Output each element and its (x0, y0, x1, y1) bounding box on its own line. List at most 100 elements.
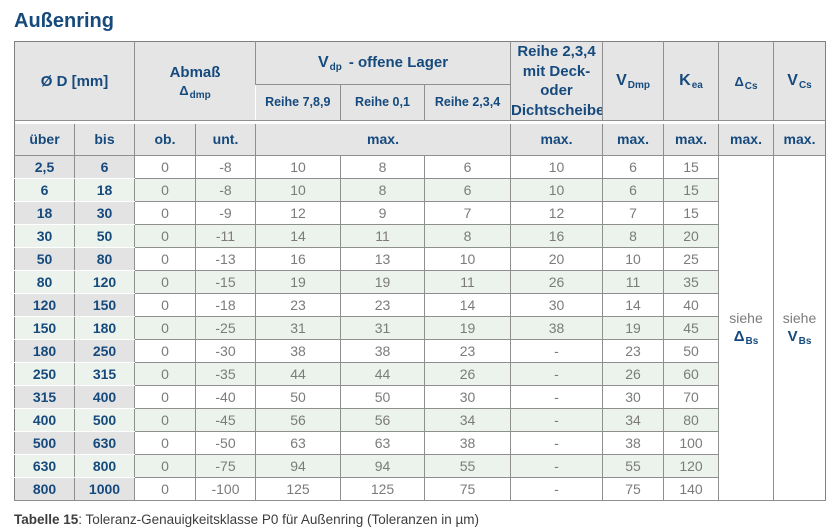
cell-reihe01: 94 (340, 454, 425, 478)
table-row: 400 500 0 -45 56 56 34-34 80 (14, 408, 826, 432)
cell-kea: 60 (663, 362, 719, 386)
cell-kea: 15 (663, 201, 719, 225)
table-row: 50 80 0 -13 16 13 10 20 10 25 (14, 247, 826, 271)
cell-bis: 630 (74, 431, 135, 455)
cell-reihe01: 8 (340, 178, 425, 202)
table-row: 800 1000 0 -100 125 125 75-75 140 (14, 477, 826, 501)
vdp-symbol: V (317, 53, 329, 71)
cell-ueber: 180 (14, 339, 75, 363)
cell-reihe789: 56 (255, 408, 341, 432)
cell-ob: 0 (134, 316, 196, 340)
cell-deck: 30 (510, 293, 603, 317)
cell-ueber: 18 (14, 201, 75, 225)
cell-siehe-v-bs: siehe VBs (773, 155, 826, 501)
cell-ob: 0 (134, 385, 196, 409)
cell-deck: - (510, 408, 603, 432)
cell-ueber: 250 (14, 362, 75, 386)
cell-unt: -9 (195, 201, 256, 225)
cell-reihe789: 94 (255, 454, 341, 478)
cell-ueber: 315 (14, 385, 75, 409)
cell-vdmp: 8 (602, 224, 664, 248)
cell-bis: 150 (74, 293, 135, 317)
cell-unt: -35 (195, 362, 256, 386)
header-separator (14, 120, 826, 124)
column-header-diameter: Ø D [mm] (14, 41, 135, 121)
cell-reihe234: 6 (423, 178, 511, 202)
column-header-ob: ob. (134, 124, 196, 156)
column-header-reihe234: Reihe 2,3,4 (423, 84, 511, 122)
cell-vdmp: 30 (602, 385, 664, 409)
column-header-delta-cs: ΔCs (718, 41, 774, 121)
cell-vdmp: 6 (602, 155, 664, 179)
cell-reihe234: 26 (423, 362, 511, 386)
cell-siehe-delta-bs: siehe ΔBs (718, 155, 774, 501)
cell-vdmp: 26 (602, 362, 664, 386)
caption-text: : Toleranz-Genauigkeitsklasse P0 für Auß… (78, 511, 480, 527)
cell-unt: -25 (195, 316, 256, 340)
cell-reihe01: 31 (340, 316, 425, 340)
cell-reihe789: 44 (255, 362, 341, 386)
cell-bis: 400 (74, 385, 135, 409)
cell-bis: 800 (74, 454, 135, 478)
cell-reihe01: 38 (340, 339, 425, 363)
cell-vdmp: 34 (602, 408, 664, 432)
cell-reihe789: 125 (255, 477, 341, 501)
column-header-max-vdp: max. (254, 124, 511, 156)
cell-vdmp: 11 (602, 270, 664, 294)
cell-reihe01: 13 (340, 247, 425, 271)
cell-unt: -8 (195, 155, 256, 179)
cell-reihe789: 10 (255, 178, 341, 202)
cell-kea: 15 (663, 155, 719, 179)
cell-bis: 1000 (74, 477, 135, 501)
table-row: 180 250 0 -30 38 38 23-23 50 (14, 339, 826, 363)
cell-reihe01: 19 (340, 270, 425, 294)
cell-bis: 50 (74, 224, 135, 248)
cell-bis: 30 (74, 201, 135, 225)
cell-deck: - (510, 385, 603, 409)
cell-reihe789: 23 (255, 293, 341, 317)
cell-unt: -50 (195, 431, 256, 455)
page-title: Außenring (14, 10, 114, 32)
cell-reihe789: 16 (255, 247, 341, 271)
cell-vdmp: 14 (602, 293, 664, 317)
cell-kea: 40 (663, 293, 719, 317)
cell-ob: 0 (134, 362, 196, 386)
abmass-label: Abmaß (169, 63, 221, 81)
cell-ob: 0 (134, 408, 196, 432)
cell-unt: -18 (195, 293, 256, 317)
cell-reihe789: 12 (255, 201, 341, 225)
cell-deck: - (510, 477, 603, 501)
cell-reihe789: 19 (255, 270, 341, 294)
column-header-ueber: über (14, 124, 75, 156)
cell-vdmp: 19 (602, 316, 664, 340)
cell-ueber: 30 (14, 224, 75, 248)
table-row: 30 50 0 -11 14 11 8 16 8 20 (14, 224, 826, 248)
cell-vdmp: 38 (602, 431, 664, 455)
cell-ueber: 150 (14, 316, 75, 340)
cell-kea: 35 (663, 270, 719, 294)
column-header-max-dcs: max. (718, 124, 774, 156)
cell-deck: - (510, 454, 603, 478)
cell-ob: 0 (134, 454, 196, 478)
cell-deck: 10 (510, 178, 603, 202)
cell-ob: 0 (134, 224, 196, 248)
cell-deck: - (510, 362, 603, 386)
column-header-vdp-group: Vdp - offene Lager (254, 41, 511, 85)
table-body: 2,5 6 0 -8 10 8 6 10 6 15 siehe ΔBs siehe VBs 6 18 0 -8 10… (14, 155, 826, 501)
diameter-label: Ø D [mm] (40, 72, 109, 90)
cell-reihe234: 14 (423, 293, 511, 317)
cell-bis: 18 (74, 178, 135, 202)
cell-bis: 80 (74, 247, 135, 271)
cell-kea: 70 (663, 385, 719, 409)
cell-ob: 0 (134, 293, 196, 317)
table-caption: Tabelle 15: Toleranz-Genauigkeitsklasse … (14, 512, 822, 527)
cell-reihe01: 8 (340, 155, 425, 179)
column-header-reihe01: Reihe 0,1 (340, 84, 425, 122)
abmass-symbol: Δdmp (179, 82, 211, 101)
cell-deck: 12 (510, 201, 603, 225)
cell-bis: 500 (74, 408, 135, 432)
table-row: 2,5 6 0 -8 10 8 6 10 6 15 siehe ΔBs siehe VBs (14, 155, 826, 501)
cell-kea: 15 (663, 178, 719, 202)
cell-reihe234: 30 (423, 385, 511, 409)
